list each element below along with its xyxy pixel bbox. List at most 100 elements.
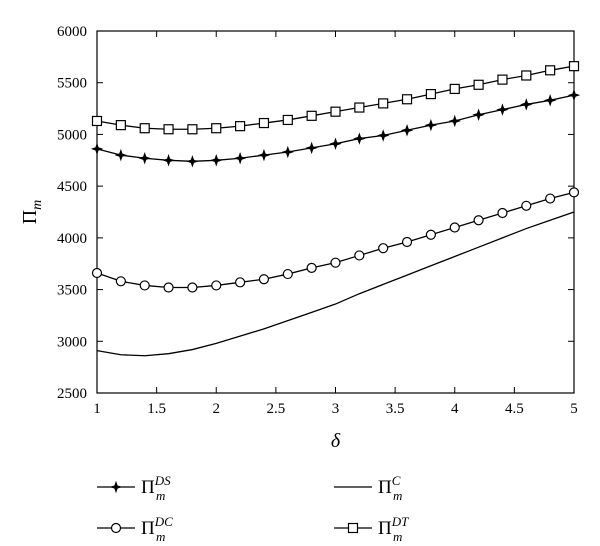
data-point-DC [545,193,556,204]
data-point-DS [233,151,247,165]
data-point-DS [353,132,366,145]
data-point-DS [90,142,104,156]
data-point-DC [139,280,150,291]
data-point-DS [329,137,342,150]
data-point-DC [401,236,413,248]
axes: 1 1.5 2 2.5 3 3.5 4 4.5 5 2500 3000 3500 4000 4500 500… [57,24,578,417]
x-tick-label: 5 [570,401,578,417]
data-point-DC [282,268,293,280]
data-point-DC [425,229,436,240]
data-point-DS [114,148,128,162]
data-point-DS [281,145,295,159]
legend-label-subscript: m [156,529,165,544]
y-tick-label: 4000 [57,231,87,247]
data-point-DT [449,83,460,95]
data-point-DC [449,222,460,233]
data-point-DS [210,154,223,167]
data-point-DS [448,114,461,128]
legend-label-C: ΠC m [378,473,402,503]
data-point-DS [186,155,199,168]
x-tick-label: 4.5 [505,401,524,417]
data-point-DS [138,151,151,165]
data-point-DT [425,88,436,100]
legend-label-base: Π [378,518,392,539]
data-point-DC [235,277,246,288]
legend-label-superscript: C [392,473,401,488]
data-point-DS [520,98,533,111]
data-point-DT [115,120,126,131]
data-point-DC [568,187,580,198]
y-axis-label-base: Π [19,210,41,224]
x-tick-label: 4 [451,401,459,417]
data-point-DT [187,124,198,135]
data-point-DS [543,94,557,107]
legend-item-DT: ΠDT m [334,514,409,544]
data-point-DC [91,267,103,279]
data-point-DC [497,207,508,219]
data-point-DT [282,114,293,126]
data-point-DT [258,117,270,129]
legend-label-superscript: DS [154,473,171,488]
data-point-DC [187,282,198,293]
x-tick-label: 3 [332,401,340,417]
y-tick-label: 5000 [57,127,87,143]
data-point-DT [306,110,317,121]
series-layer [90,61,581,357]
data-point-DT [378,98,389,109]
series-line-C [96,211,575,357]
y-tick-label: 3500 [57,283,87,299]
legend-label-subscript: m [393,488,402,503]
y-axis-label-subscript: m [30,200,45,210]
data-point-DC [330,257,341,268]
x-axis-label: δ [331,430,341,452]
series-DT [91,61,580,135]
data-point-DT [235,121,246,132]
y-tick-label: 3000 [57,334,87,350]
data-point-DS [257,148,271,162]
data-point-DC [354,250,365,261]
legend-label-DT: ΠDT m [378,514,409,544]
legend-label-base: Π [141,518,155,539]
legend-label-base: Π [378,477,392,498]
data-point-DS [567,88,581,102]
data-point-DC [211,280,222,291]
series-C [96,211,575,357]
data-point-DT [330,106,341,117]
data-point-DC [258,274,270,285]
legend-item-DC: ΠDC m [97,514,173,544]
data-point-DT [91,115,103,127]
x-tick-label: 2.5 [267,401,286,417]
data-point-DT [521,70,532,81]
legend-marker-DC [110,522,122,534]
data-point-DT [401,94,413,105]
data-point-DT [568,61,580,72]
legend-marker-DT [347,522,359,534]
data-point-DS [496,103,509,116]
data-point-DS [305,141,318,155]
data-point-DC [521,200,532,211]
legend-label-subscript: m [156,488,165,503]
data-point-DS [162,154,175,167]
series-DS [90,88,581,168]
x-tick-label: 3.5 [386,401,405,417]
legend-item-DS: ΠDS m [97,473,171,503]
x-tick-label: 1.5 [147,401,166,417]
y-tick-label: 6000 [57,24,87,40]
y-tick-label: 5500 [57,76,87,92]
y-tick-label: 2500 [57,386,87,402]
series-DC [91,187,580,293]
data-point-DC [115,276,126,287]
data-point-DT [497,74,508,85]
legend-label-base: Π [141,477,155,498]
data-point-DC [378,243,389,254]
series-line-DC [96,191,575,289]
data-point-DT [163,124,174,135]
y-axis-label: Πm [19,200,45,225]
data-point-DT [139,123,150,134]
x-tick-label: 1 [93,401,101,417]
data-point-DS [472,108,485,122]
data-point-DC [163,282,174,293]
legend-label-subscript: m [393,529,402,544]
